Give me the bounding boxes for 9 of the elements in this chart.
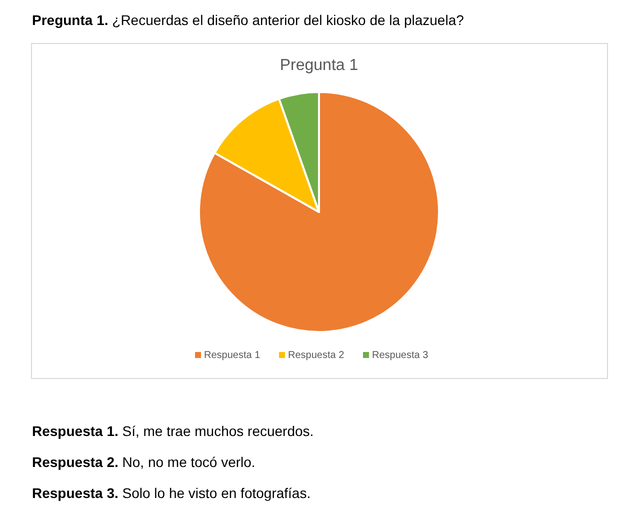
text: Respuesta 3. Solo lo he visto en fotografías.	[32, 485, 311, 501]
legend-label: Respuesta 3	[372, 350, 429, 361]
pie-slice	[198, 91, 440, 333]
chart-title: Pregunta 1	[280, 57, 358, 74]
text: Respuesta 2. No, no me tocó verlo.	[32, 454, 256, 470]
text: Respuesta 1. Sí, me trae muchos recuerdos.	[32, 423, 314, 439]
legend-label: Respuesta 1	[204, 350, 261, 361]
text: Pregunta 1. ¿Recuerdas el diseño anterior del kiosko de la plazuela?	[32, 12, 464, 28]
legend-label: Respuesta 2	[288, 350, 345, 361]
